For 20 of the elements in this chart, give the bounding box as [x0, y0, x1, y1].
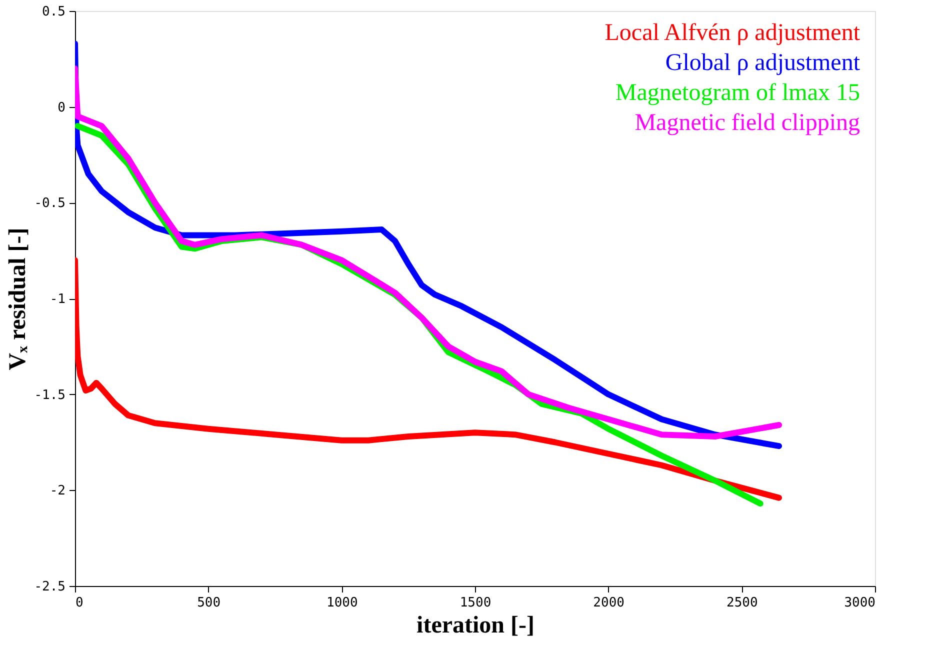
x-tick-label: 3000 — [844, 596, 876, 610]
y-tick-label: 0 — [58, 100, 66, 116]
text: Local Alfvén ρ adjustment — [604, 20, 860, 46]
x-tick-label: 2500 — [726, 596, 758, 610]
y-tick-label: -2.5 — [34, 580, 66, 594]
x-tick-label: 1500 — [460, 596, 492, 610]
text: Magnetogram of lmax 15 — [615, 80, 860, 106]
text: Magnetic field clipping — [634, 110, 860, 136]
x-tick-label: 1000 — [326, 596, 358, 610]
y-tick-label: -1.5 — [34, 388, 66, 403]
text: Global ρ adjustment — [665, 50, 860, 76]
x-axis-title: iteration [-] — [416, 612, 534, 638]
y-tick-label: -2 — [50, 484, 66, 499]
x-tick-label: 0 — [76, 596, 84, 610]
x-tick-label: 2000 — [593, 596, 624, 610]
y-tick-label: -1 — [50, 292, 66, 307]
y-tick-label: 0.5 — [42, 4, 66, 20]
y-axis-title: Vₓ residual [-] — [5, 228, 32, 370]
x-tick-label: 500 — [197, 596, 221, 610]
y-tick-label: -0.5 — [34, 196, 66, 212]
